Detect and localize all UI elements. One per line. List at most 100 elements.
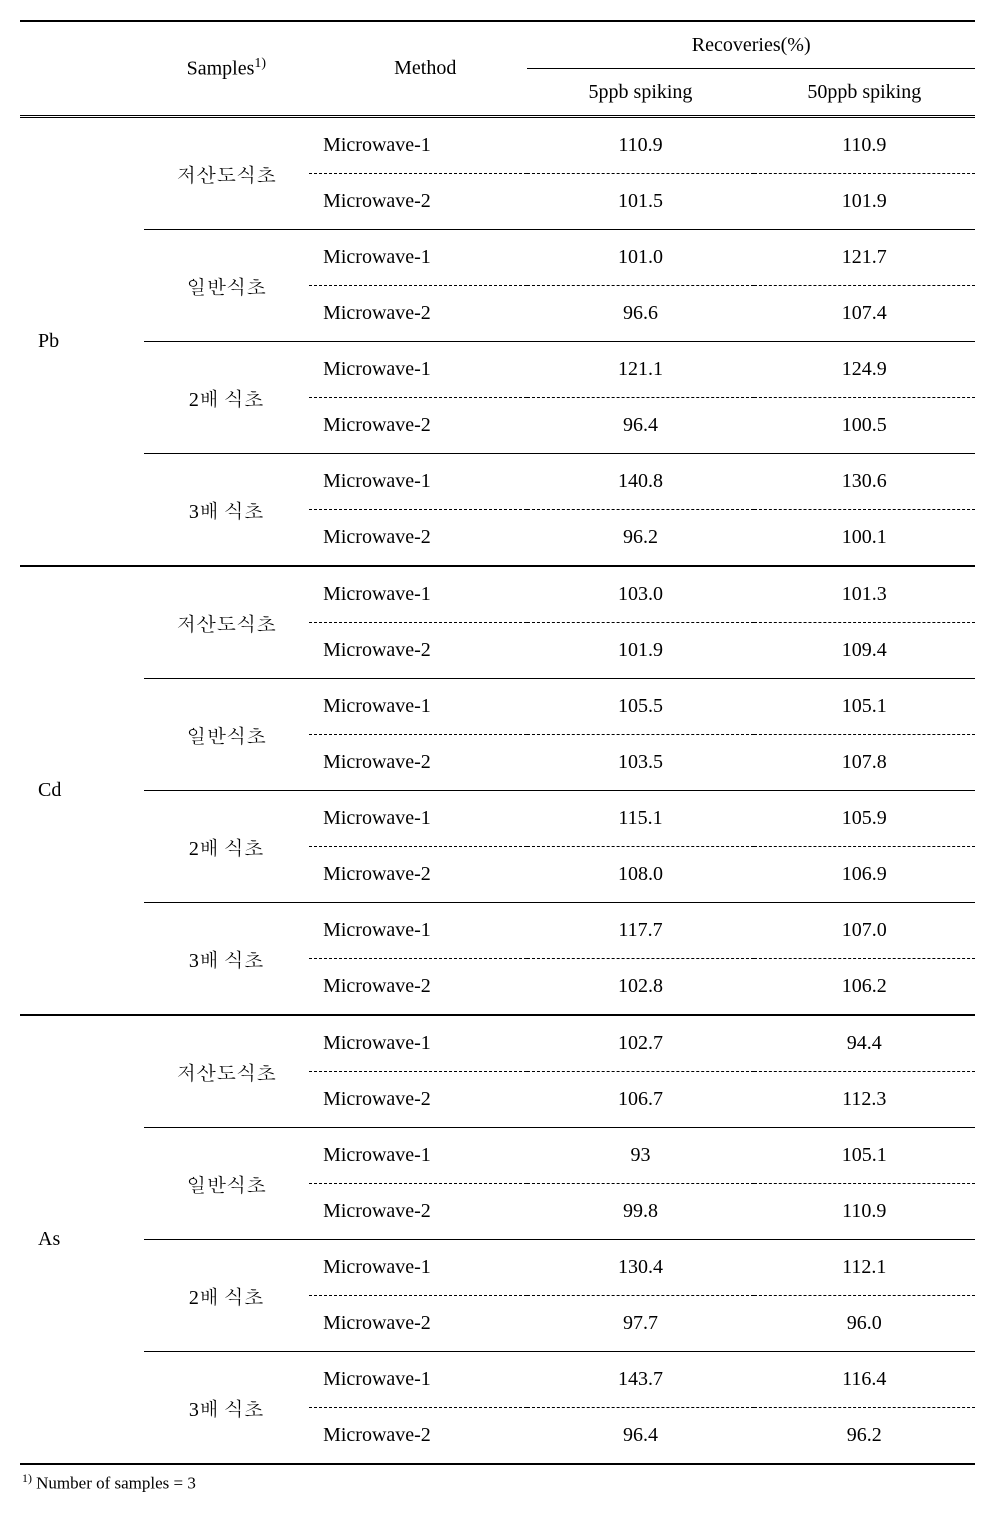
header-50ppb: 50ppb spiking — [754, 69, 975, 117]
recovery-50ppb-cell: 130.6 — [754, 454, 975, 510]
sample-cell: 저산도식초 — [144, 566, 309, 679]
header-method: Method — [309, 21, 527, 117]
method-cell: Microwave-1 — [309, 1015, 527, 1072]
footnote: 1) Number of samples = 3 — [20, 1471, 975, 1494]
method-cell: Microwave-1 — [309, 117, 527, 174]
header-recoveries: Recoveries(%) — [527, 21, 975, 69]
sample-cell: 일반식초 — [144, 1128, 309, 1240]
recovery-5ppb-cell: 106.7 — [527, 1072, 753, 1128]
footnote-sup: 1) — [22, 1471, 32, 1485]
method-cell: Microwave-2 — [309, 286, 527, 342]
sample-cell: 2배 식초 — [144, 1240, 309, 1352]
method-cell: Microwave-1 — [309, 679, 527, 735]
method-cell: Microwave-1 — [309, 342, 527, 398]
sample-cell: 2배 식초 — [144, 342, 309, 454]
recovery-5ppb-cell: 102.7 — [527, 1015, 753, 1072]
method-cell: Microwave-2 — [309, 1184, 527, 1240]
recovery-5ppb-cell: 102.8 — [527, 959, 753, 1016]
recovery-50ppb-cell: 101.9 — [754, 174, 975, 230]
sample-cell: 3배 식초 — [144, 1352, 309, 1465]
recovery-50ppb-cell: 96.0 — [754, 1296, 975, 1352]
recovery-5ppb-cell: 103.0 — [527, 566, 753, 623]
header-samples-sup: 1) — [254, 56, 266, 71]
recovery-5ppb-cell: 103.5 — [527, 735, 753, 791]
recovery-5ppb-cell: 99.8 — [527, 1184, 753, 1240]
recovery-50ppb-cell: 121.7 — [754, 230, 975, 286]
method-cell: Microwave-2 — [309, 1296, 527, 1352]
header-5ppb: 5ppb spiking — [527, 69, 753, 117]
recovery-5ppb-cell: 143.7 — [527, 1352, 753, 1408]
method-cell: Microwave-1 — [309, 454, 527, 510]
footnote-text: Number of samples = 3 — [32, 1474, 196, 1493]
recovery-5ppb-cell: 101.0 — [527, 230, 753, 286]
sample-cell: 3배 식초 — [144, 903, 309, 1016]
sample-cell: 저산도식초 — [144, 1015, 309, 1128]
recovery-50ppb-cell: 110.9 — [754, 117, 975, 174]
recovery-50ppb-cell: 94.4 — [754, 1015, 975, 1072]
method-cell: Microwave-2 — [309, 1072, 527, 1128]
method-cell: Microwave-1 — [309, 1352, 527, 1408]
sample-cell: 2배 식초 — [144, 791, 309, 903]
recovery-50ppb-cell: 96.2 — [754, 1408, 975, 1465]
method-cell: Microwave-2 — [309, 959, 527, 1016]
method-cell: Microwave-1 — [309, 566, 527, 623]
method-cell: Microwave-2 — [309, 174, 527, 230]
method-cell: Microwave-2 — [309, 735, 527, 791]
recovery-5ppb-cell: 101.9 — [527, 623, 753, 679]
recovery-5ppb-cell: 105.5 — [527, 679, 753, 735]
recovery-5ppb-cell: 93 — [527, 1128, 753, 1184]
recovery-5ppb-cell: 108.0 — [527, 847, 753, 903]
recovery-50ppb-cell: 107.8 — [754, 735, 975, 791]
method-cell: Microwave-2 — [309, 847, 527, 903]
recovery-50ppb-cell: 107.4 — [754, 286, 975, 342]
recovery-50ppb-cell: 109.4 — [754, 623, 975, 679]
recovery-5ppb-cell: 117.7 — [527, 903, 753, 959]
recovery-50ppb-cell: 110.9 — [754, 1184, 975, 1240]
element-cell: Cd — [20, 566, 144, 1015]
recoveries-table: Samples1) Method Recoveries(%) 5ppb spik… — [20, 20, 975, 1465]
recovery-5ppb-cell: 96.4 — [527, 1408, 753, 1465]
recovery-50ppb-cell: 100.1 — [754, 510, 975, 567]
sample-cell: 3배 식초 — [144, 454, 309, 567]
header-samples-label: Samples — [187, 58, 255, 80]
recovery-5ppb-cell: 101.5 — [527, 174, 753, 230]
recovery-50ppb-cell: 107.0 — [754, 903, 975, 959]
method-cell: Microwave-2 — [309, 623, 527, 679]
method-cell: Microwave-1 — [309, 903, 527, 959]
method-cell: Microwave-1 — [309, 230, 527, 286]
recovery-5ppb-cell: 140.8 — [527, 454, 753, 510]
recovery-5ppb-cell: 96.6 — [527, 286, 753, 342]
method-cell: Microwave-2 — [309, 398, 527, 454]
recovery-50ppb-cell: 100.5 — [754, 398, 975, 454]
header-samples: Samples1) — [144, 21, 309, 117]
sample-cell: 일반식초 — [144, 679, 309, 791]
recovery-50ppb-cell: 116.4 — [754, 1352, 975, 1408]
method-cell: Microwave-1 — [309, 1128, 527, 1184]
sample-cell: 저산도식초 — [144, 117, 309, 230]
element-cell: Pb — [20, 117, 144, 567]
recovery-5ppb-cell: 96.4 — [527, 398, 753, 454]
recovery-5ppb-cell: 130.4 — [527, 1240, 753, 1296]
recovery-50ppb-cell: 106.2 — [754, 959, 975, 1016]
recovery-50ppb-cell: 105.1 — [754, 679, 975, 735]
recovery-5ppb-cell: 121.1 — [527, 342, 753, 398]
method-cell: Microwave-1 — [309, 791, 527, 847]
recovery-50ppb-cell: 106.9 — [754, 847, 975, 903]
header-blank — [20, 21, 144, 117]
recovery-5ppb-cell: 97.7 — [527, 1296, 753, 1352]
recovery-50ppb-cell: 105.9 — [754, 791, 975, 847]
recovery-50ppb-cell: 105.1 — [754, 1128, 975, 1184]
recovery-50ppb-cell: 112.1 — [754, 1240, 975, 1296]
method-cell: Microwave-2 — [309, 510, 527, 567]
recovery-5ppb-cell: 115.1 — [527, 791, 753, 847]
method-cell: Microwave-2 — [309, 1408, 527, 1465]
recovery-5ppb-cell: 96.2 — [527, 510, 753, 567]
sample-cell: 일반식초 — [144, 230, 309, 342]
table-body: Pb저산도식초Microwave-1110.9110.9Microwave-21… — [20, 117, 975, 1465]
recovery-50ppb-cell: 124.9 — [754, 342, 975, 398]
method-cell: Microwave-1 — [309, 1240, 527, 1296]
element-cell: As — [20, 1015, 144, 1464]
recovery-5ppb-cell: 110.9 — [527, 117, 753, 174]
recovery-50ppb-cell: 112.3 — [754, 1072, 975, 1128]
recovery-50ppb-cell: 101.3 — [754, 566, 975, 623]
